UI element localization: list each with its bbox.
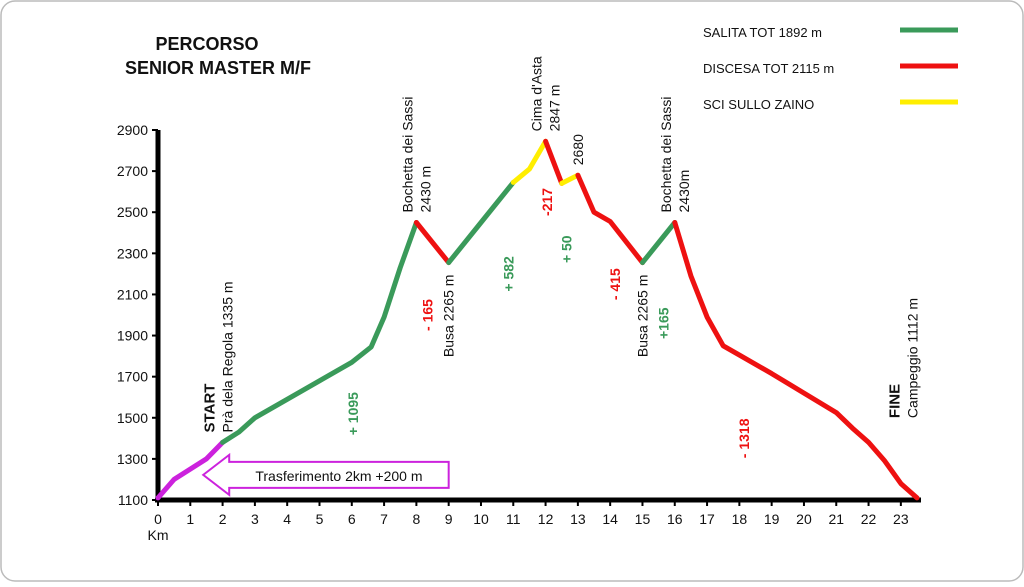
- x-tick-label: 0: [154, 511, 162, 527]
- x-tick-label: 20: [796, 511, 812, 527]
- legend-label: SALITA TOT 1892 m: [703, 25, 822, 40]
- x-tick-label: 14: [602, 511, 618, 527]
- x-tick-label: 2: [219, 511, 227, 527]
- legend-label: DISCESA TOT 2115 m: [703, 61, 834, 76]
- legend: SALITA TOT 1892 m DISCESA TOT 2115 m SCI S…: [703, 25, 958, 112]
- x-tick-label: 15: [635, 511, 651, 527]
- annotation-text: Prà dela Regola 1335 m: [220, 281, 236, 432]
- chart-title-line-1: PERCORSO: [155, 34, 258, 54]
- series-segment: [575, 172, 645, 266]
- chart-title-line-2: SENIOR MASTER M/F: [125, 58, 311, 78]
- annotation-text: 2430m: [676, 170, 692, 213]
- y-tick-label: 2900: [117, 122, 148, 138]
- series-segment: [672, 220, 920, 501]
- annotation-text: Cima d'Asta: [529, 56, 545, 131]
- point-annotation: Busa 2265 m: [441, 275, 457, 358]
- annotations: START Prà dela Regola 1335 m Bochetta dei …: [202, 56, 921, 432]
- annotation-text: Campeggio 1112 m: [904, 298, 920, 418]
- x-tick-label: 21: [828, 511, 844, 527]
- annotation-text: 2430 m: [417, 166, 433, 213]
- x-tick-label: 11: [506, 511, 521, 527]
- transfer-arrow-label: Trasferimento 2km +200 m: [255, 468, 422, 484]
- annotation-text: FINE: [886, 384, 903, 418]
- y-tick-label: 2500: [117, 204, 148, 220]
- series-segment: [543, 138, 565, 186]
- x-tick-label: 9: [445, 511, 453, 527]
- annotation-text: Busa 2265 m: [634, 275, 650, 358]
- x-tick-label: 8: [412, 511, 420, 527]
- elevation-delta-label: - 165: [420, 299, 436, 331]
- x-tick-label: 18: [732, 511, 748, 527]
- series-segment: [413, 220, 452, 266]
- elevation-delta-label: - 1318: [736, 418, 752, 458]
- elevation-delta-label: + 582: [500, 256, 516, 292]
- x-tick-label: 17: [699, 511, 715, 527]
- point-annotation: Bochetta dei Sassi 2430 m: [399, 97, 433, 213]
- y-tick-label: 1500: [117, 410, 148, 426]
- legend-label: SCI SULLO ZAINO: [703, 97, 814, 112]
- x-tick-label: 3: [251, 511, 259, 527]
- elevation-delta-label: -217: [539, 188, 555, 216]
- annotation-text: 2847 m: [547, 85, 563, 132]
- series-segment: [446, 179, 516, 266]
- y-tick-label: 1300: [117, 451, 148, 467]
- series-segment: [640, 220, 678, 266]
- x-tick-label: 6: [348, 511, 356, 527]
- annotation-text: Busa 2265 m: [441, 275, 457, 358]
- y-tick-label: 1900: [117, 328, 148, 344]
- series-segment: [155, 439, 226, 501]
- point-annotation: FINE Campeggio 1112 m: [886, 298, 920, 418]
- elevation-delta-label: + 1095: [345, 392, 361, 435]
- annotation-text: START: [202, 384, 219, 433]
- point-annotation: 2680: [570, 134, 586, 165]
- elevation-delta-label: + 50: [558, 235, 574, 263]
- axes: 1100130015001700190021002300250027002900…: [117, 122, 921, 543]
- series-segment: [559, 172, 581, 186]
- x-tick-label: 12: [538, 511, 554, 527]
- x-tick-label: 5: [316, 511, 324, 527]
- x-tick-label: 7: [380, 511, 388, 527]
- annotation-text: Bochetta dei Sassi: [399, 97, 415, 213]
- elevation-deltas: + 1095 - 165 + 582 -217 + 50 - 415 +165 - 1318: [345, 188, 752, 458]
- point-annotation: START Prà dela Regola 1335 m: [202, 281, 236, 432]
- x-tick-label: 1: [186, 511, 194, 527]
- elevation-delta-label: - 415: [607, 268, 623, 300]
- point-annotation: Busa 2265 m: [634, 275, 650, 358]
- x-tick-label: 4: [283, 511, 291, 527]
- annotation-text: 2680: [570, 134, 586, 165]
- y-tick-label: 1100: [118, 492, 148, 508]
- y-tick-label: 2700: [117, 163, 148, 179]
- y-tick-label: 1700: [117, 369, 148, 385]
- x-tick-label: 19: [764, 511, 780, 527]
- x-tick-label: 13: [570, 511, 586, 527]
- series-lines: [155, 138, 920, 501]
- series-segment: [510, 138, 549, 185]
- transfer-arrow-shape: [201, 452, 450, 497]
- x-tick-label: 10: [473, 511, 489, 527]
- elevation-delta-label: +165: [655, 307, 671, 339]
- x-tick-label: 16: [667, 511, 683, 527]
- series-segment: [220, 220, 419, 445]
- x-tick-label: 23: [893, 511, 909, 527]
- annotation-text: Bochetta dei Sassi: [658, 97, 674, 213]
- point-annotation: Bochetta dei Sassi 2430m: [658, 97, 692, 213]
- transfer-arrow: Trasferimento 2km +200 m: [201, 452, 450, 497]
- x-axis-label: Km: [148, 527, 169, 543]
- y-tick-label: 2300: [117, 245, 148, 261]
- x-tick-label: 22: [861, 511, 877, 527]
- point-annotation: Cima d'Asta 2847 m: [529, 56, 563, 131]
- y-tick-label: 2100: [117, 286, 148, 302]
